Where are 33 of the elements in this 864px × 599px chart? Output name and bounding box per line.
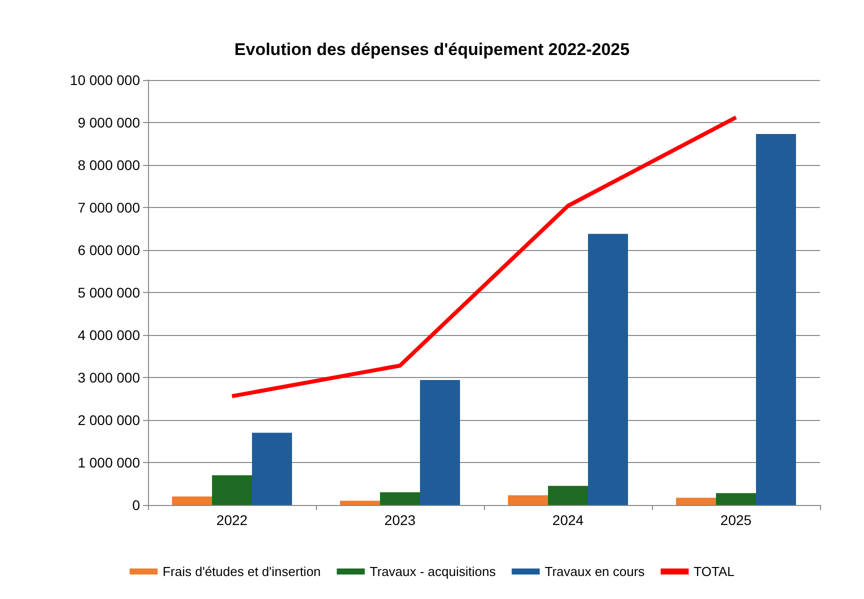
legend-label: Travaux en cours xyxy=(544,564,646,579)
x-tick-label: 2023 xyxy=(384,512,416,528)
legend-label: TOTAL xyxy=(694,564,734,579)
bar xyxy=(252,432,292,505)
y-tick-label: 5 000 000 xyxy=(78,284,140,300)
y-tick-label: 7 000 000 xyxy=(78,200,140,216)
chart-title: Evolution des dépenses d'équipement 2022-2025 xyxy=(234,40,630,59)
y-tick-label: 6 000 000 xyxy=(78,242,140,258)
x-tick-label: 2022 xyxy=(216,512,248,528)
bar xyxy=(716,493,756,505)
y-tick-label: 3 000 000 xyxy=(78,370,140,386)
bar xyxy=(756,134,796,505)
line-series xyxy=(230,115,738,398)
legend-label: Travaux - acquisitions xyxy=(370,564,496,579)
y-tick-label: 1 000 000 xyxy=(78,454,140,470)
y-tick-label: 2 000 000 xyxy=(78,412,140,428)
y-tick-label: 0 xyxy=(132,497,140,513)
bar xyxy=(212,475,252,505)
y-tick-label: 8 000 000 xyxy=(78,157,140,173)
bar xyxy=(380,492,420,505)
y-tick-label: 4 000 000 xyxy=(78,327,140,343)
bar xyxy=(172,496,212,505)
bar xyxy=(420,380,460,505)
bar xyxy=(548,486,588,505)
bar xyxy=(508,495,548,505)
bar xyxy=(340,500,380,505)
x-tick-label: 2025 xyxy=(720,512,752,528)
x-tick-label: 2024 xyxy=(552,512,584,528)
bar xyxy=(588,234,628,505)
bar xyxy=(676,498,716,505)
y-tick-label: 10 000 000 xyxy=(70,72,140,88)
y-tick-label: 9 000 000 xyxy=(78,114,140,130)
legend-label: Frais d'études et d'insertion xyxy=(162,564,321,579)
